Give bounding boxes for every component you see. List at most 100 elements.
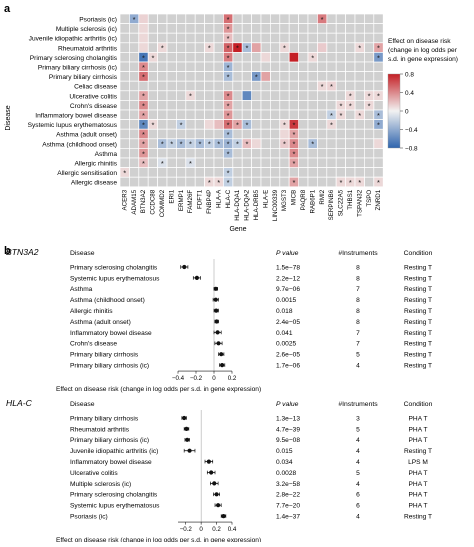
significance-star: * <box>227 178 230 187</box>
heatmap-cell-empty <box>270 119 281 130</box>
significance-star: * <box>189 140 192 149</box>
heatmap-cell-empty <box>354 52 365 63</box>
heatmap-cell-empty <box>345 109 356 120</box>
heatmap-cell-empty <box>194 128 205 140</box>
heatmap-cell-empty <box>270 13 281 24</box>
heatmap-cell-empty <box>307 128 318 140</box>
forest-point <box>212 481 217 486</box>
significance-star: * <box>142 63 145 72</box>
heatmap-cell-empty <box>345 61 356 72</box>
forest-row-pvalue: 0.034 <box>276 459 293 466</box>
panel-a-label: a <box>4 3 11 15</box>
heatmap-cell-empty <box>307 13 318 24</box>
heatmap-cell-empty <box>129 61 140 72</box>
heatmap-row-label: Allergic rhinitis <box>74 160 117 167</box>
heatmap-cell-empty <box>345 167 356 178</box>
heatmap-col-label: ERMP1 <box>178 189 185 211</box>
heatmap-cell-empty <box>119 42 130 53</box>
heatmap-cell-empty <box>204 71 215 82</box>
heatmap-cell-empty <box>270 100 281 111</box>
heatmap-cell-empty <box>270 157 281 168</box>
heatmap-cell-empty <box>345 13 356 24</box>
heatmap-cell-empty <box>354 100 365 111</box>
heatmap-cell-empty <box>166 148 177 159</box>
heatmap-cell-empty <box>157 32 168 44</box>
forest-x-tick-label: 0.4 <box>228 526 237 533</box>
heatmap-cell-empty <box>279 176 290 188</box>
heatmap-col-label: RAB6P1 <box>309 189 316 213</box>
heatmap-col-label: ACER3 <box>121 189 128 210</box>
heatmap-cell-empty <box>166 157 177 168</box>
heatmap-cell-empty <box>298 128 309 140</box>
heatmap-cell-empty <box>298 157 309 168</box>
heatmap-col-label: HLA-C <box>225 189 232 208</box>
heatmap-cell-empty <box>335 32 346 44</box>
heatmap-cell-empty <box>119 23 130 34</box>
forest-row-condition: Resting T <box>404 352 432 359</box>
heatmap-cell-empty <box>138 80 149 92</box>
heatmap-cell <box>317 13 328 24</box>
heatmap-cell-empty <box>270 128 281 140</box>
heatmap-cell-empty <box>241 61 252 72</box>
heatmap-cell <box>260 52 271 63</box>
heatmap-row-label: Crohn's disease <box>70 103 117 110</box>
heatmap-cell-empty <box>317 23 328 34</box>
heatmap-cell-empty <box>354 13 365 24</box>
significance-star: * <box>283 120 286 129</box>
heatmap-cell-empty <box>119 80 130 92</box>
heatmap-cell-empty <box>147 90 158 101</box>
significance-star: * <box>217 140 220 149</box>
heatmap-cell <box>251 138 262 149</box>
heatmap-cell-empty <box>129 109 140 120</box>
heatmap-cell <box>335 109 346 120</box>
heatmap-cell-empty <box>185 61 196 72</box>
forest-row-pvalue: 2.8e−22 <box>276 492 300 499</box>
heatmap-cell-empty <box>373 32 384 44</box>
heatmap-cell-empty <box>251 32 262 44</box>
heatmap-cell-empty <box>270 71 281 82</box>
heatmap-cell <box>157 42 168 53</box>
heatmap-row-label: Ulcerative colitis <box>69 93 117 100</box>
heatmap-cell-empty <box>119 32 130 44</box>
legend-title-line-2: (change in log odds per <box>388 47 458 54</box>
heatmap-cell <box>354 42 365 53</box>
forest-point <box>194 275 199 280</box>
heatmap-cell-empty <box>317 157 328 168</box>
heatmap-cell-empty <box>354 23 365 34</box>
heatmap-cell-empty <box>298 61 309 72</box>
forest-row-disease: Multiple sclerosis (ic) <box>70 481 131 488</box>
significance-star: * <box>227 120 230 129</box>
heatmap-cell-empty <box>307 157 318 168</box>
heatmap-cell-empty <box>364 71 375 82</box>
heatmap-cell-empty <box>354 90 365 101</box>
heatmap-cell-empty <box>166 100 177 111</box>
heatmap-cell <box>241 119 252 130</box>
heatmap-cell <box>307 52 318 63</box>
significance-star: * <box>227 140 230 149</box>
heatmap-col-label: COMMD2 <box>159 189 166 217</box>
heatmap-cell-empty <box>270 32 281 44</box>
forest-plot-btn3a2: BTN3A2 Disease P value #Instruments Conditio… <box>6 247 433 393</box>
heatmap-col-label: MGST3 <box>281 189 288 211</box>
heatmap-cell-empty <box>204 23 215 34</box>
heatmap-cell-empty <box>176 109 187 120</box>
heatmap-cell-empty <box>176 90 187 101</box>
forest-gene-label: BTN3A2 <box>6 247 39 257</box>
significance-star: * <box>358 178 361 187</box>
heatmap-cell-empty <box>166 13 177 24</box>
forest-row-condition: PHA T <box>409 470 428 477</box>
heatmap-cell-empty <box>326 52 337 63</box>
significance-star: * <box>292 140 295 149</box>
heatmap-cell-empty <box>326 148 337 159</box>
legend-color-bar <box>387 73 401 149</box>
heatmap-cell-empty <box>119 128 130 140</box>
significance-star: * <box>189 92 192 101</box>
heatmap-cell-empty <box>364 32 375 44</box>
forest-point <box>221 514 226 519</box>
heatmap-col-label: RMI2 <box>319 189 326 204</box>
forest-row-instruments: 7 <box>356 286 360 293</box>
forest-point <box>220 363 225 368</box>
forest-row-pvalue: 0.041 <box>276 330 293 337</box>
legend-tick-label: 0 <box>405 108 409 115</box>
